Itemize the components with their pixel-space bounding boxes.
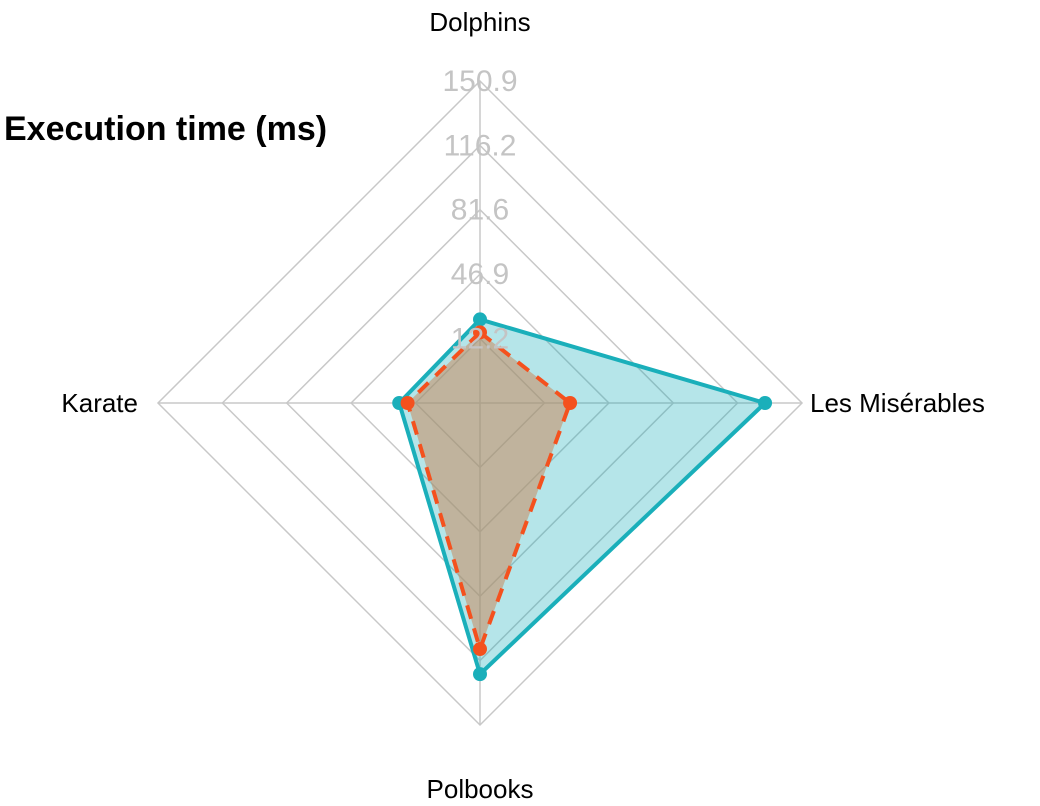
tick-label-0: 12.2 <box>451 323 509 356</box>
series-1-point-2 <box>473 642 487 657</box>
radar-series <box>392 312 773 682</box>
chart-title: Execution time (ms) <box>4 110 327 148</box>
axis-label-1: Les Misérables <box>810 388 985 418</box>
tick-label-2: 81.6 <box>451 194 509 227</box>
tick-label-4: 150.9 <box>442 65 517 98</box>
tick-label-3: 116.2 <box>444 129 517 162</box>
axis-label-3: Karate <box>61 388 138 418</box>
radar-axis-labels: Dolphins Les Misérables Polbooks Karate <box>61 7 984 804</box>
series-0-point-0 <box>473 312 487 327</box>
axis-label-0: Dolphins <box>429 7 530 37</box>
series-0-point-2 <box>473 667 487 682</box>
axis-label-2: Polbooks <box>427 774 534 804</box>
series-1-area <box>407 332 571 650</box>
series-1-point-0 <box>473 325 487 340</box>
tick-label-1: 46.9 <box>451 258 509 291</box>
series-1-line <box>405 330 573 652</box>
series-1-point-3 <box>400 396 415 410</box>
series-0-point-1 <box>758 396 773 410</box>
radar-tick-labels: 12.2 46.9 81.6 116.2 150.9 <box>442 65 517 356</box>
series-1-point-1 <box>563 396 578 410</box>
